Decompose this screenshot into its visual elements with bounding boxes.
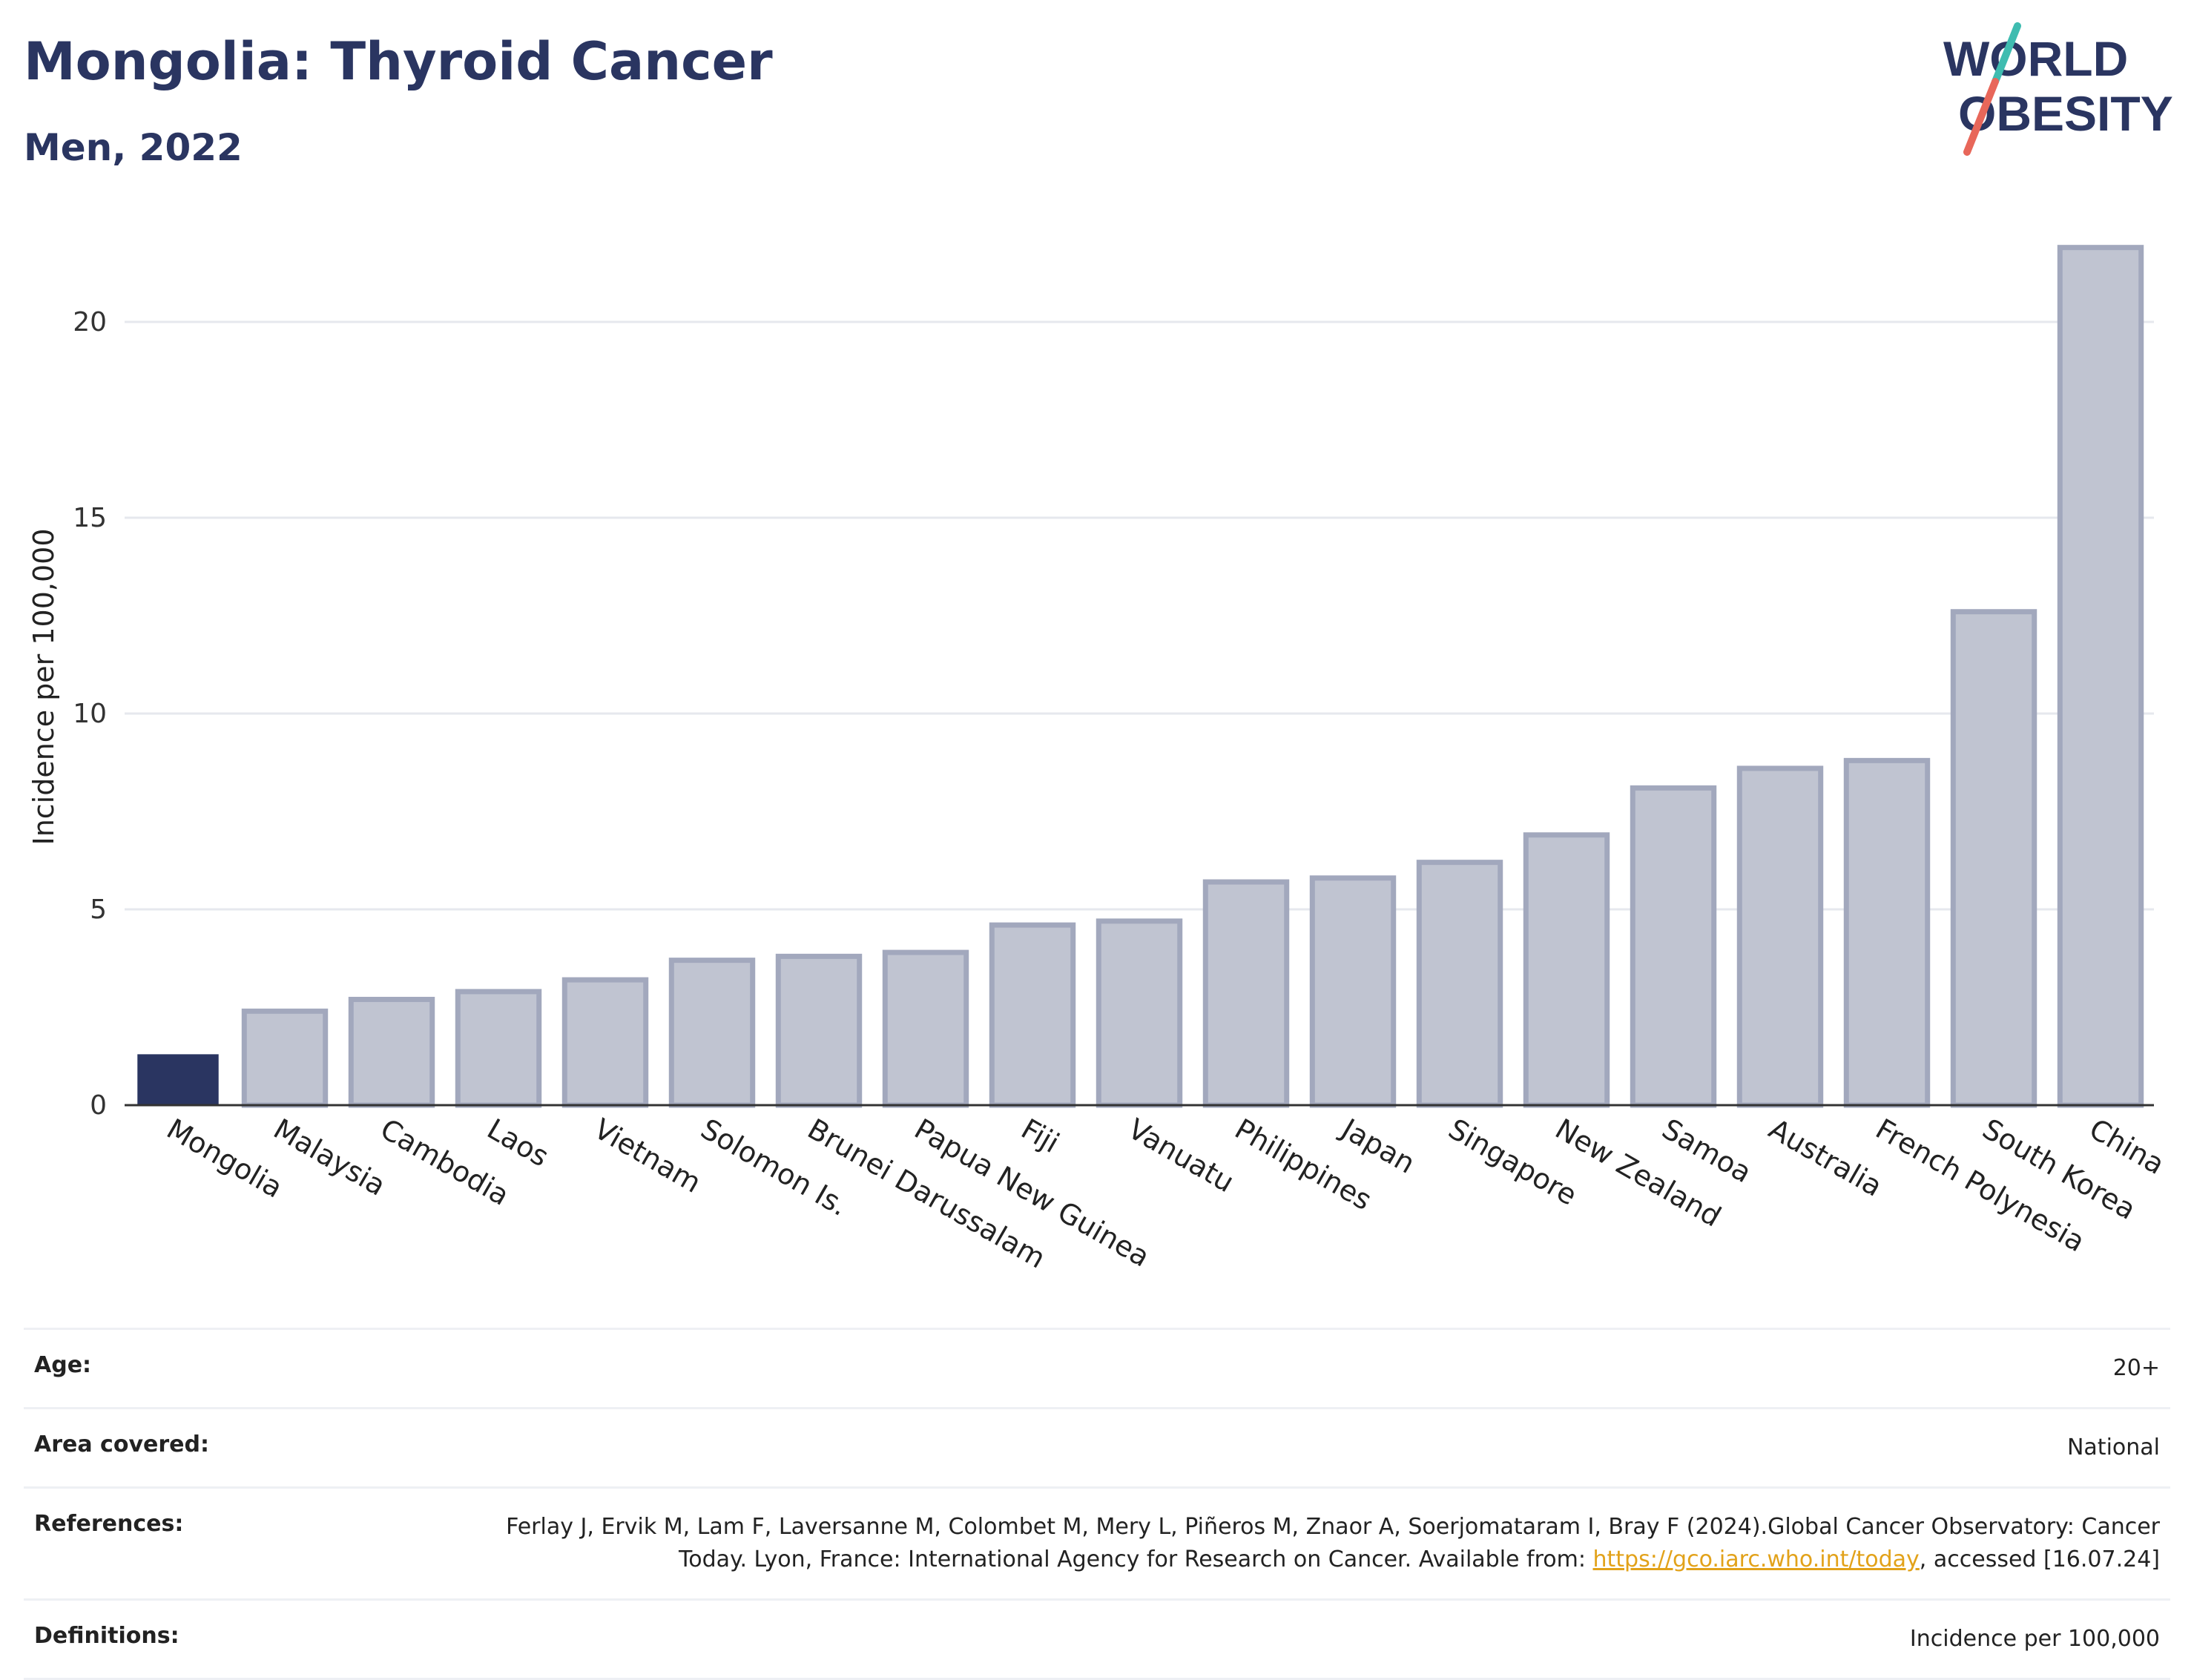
x-tick-label: Japan: [1335, 1112, 1421, 1180]
x-tick-label: Malaysia: [269, 1113, 392, 1202]
x-tick-label: Mongolia: [162, 1113, 289, 1205]
bar-japan: [1309, 875, 1397, 1108]
y-axis-label: Incidence per 100,000: [27, 528, 60, 845]
bar-chart: 0 5 10 15 20 Incidence per 100,000 MongoliaMal…: [27, 245, 2170, 1275]
bar-brunei-darussalam: [775, 953, 863, 1108]
references-accessed: , accessed [16.07.24]: [1919, 1546, 2160, 1572]
bar-papua-new-guinea: [882, 949, 969, 1108]
y-tick-label: 5: [90, 895, 107, 925]
info-row-references: References: Ferlay J, Ervik M, Lam F, La…: [24, 1486, 2170, 1598]
bar-cambodia: [348, 996, 435, 1108]
bar-malaysia: [241, 1008, 329, 1108]
world-obesity-logo: WORLD OBESITY: [1943, 22, 2173, 156]
info-row-area: Area covered: National: [24, 1407, 2170, 1486]
logo-line1: WORLD: [1943, 31, 2128, 86]
references-text: Ferlay J, Ervik M, Lam F, Laversanne M, …: [506, 1514, 2160, 1572]
bar-china: [2057, 245, 2144, 1108]
info-value-age: 20+: [2112, 1355, 2160, 1381]
bar-vanuatu: [1096, 918, 1183, 1108]
y-tick-label: 15: [73, 503, 107, 533]
x-tick-label: China: [2084, 1113, 2170, 1181]
info-row-age: Age: 20+: [24, 1328, 2170, 1407]
logo-slash-top: [1992, 22, 2021, 85]
info-label-references: References:: [34, 1511, 184, 1537]
bar-french-polynesia: [1843, 757, 1931, 1108]
y-tick-label: 20: [73, 307, 107, 337]
x-tick-label: Fiji: [1016, 1113, 1065, 1159]
info-label-definitions: Definitions:: [34, 1623, 179, 1649]
logo-line2: OBESITY: [1958, 86, 2173, 141]
x-tick-label: Vietnam: [589, 1113, 707, 1199]
bar-solomon-is-: [668, 958, 756, 1108]
info-table: Age: 20+ Area covered: National Referenc…: [24, 1328, 2170, 1680]
bar-vietnam: [561, 977, 649, 1108]
info-label-area: Area covered:: [34, 1432, 209, 1457]
bar-laos: [455, 989, 542, 1108]
logo-slash-bottom: [1963, 78, 1999, 156]
x-tick-label: Laos: [482, 1113, 555, 1173]
y-tick-label: 10: [73, 699, 107, 729]
y-tick-label: 0: [90, 1090, 107, 1121]
info-value-area: National: [2066, 1434, 2160, 1460]
chart-title: Mongolia: Thyroid Cancer: [24, 31, 773, 92]
x-tick-label: Vanuatu: [1123, 1113, 1240, 1199]
bar-south-korea: [1950, 609, 2037, 1108]
x-tick-label: Australia: [1764, 1113, 1888, 1203]
info-value-definitions: Incidence per 100,000: [1909, 1626, 2160, 1652]
info-value-references: Ferlay J, Ervik M, Lam F, Laversanne M, …: [454, 1511, 2160, 1576]
chart-subtitle: Men, 2022: [24, 126, 243, 169]
references-link[interactable]: https://gco.iarc.who.int/today: [1592, 1546, 1920, 1572]
bar-fiji: [989, 922, 1076, 1108]
info-row-definitions: Definitions: Incidence per 100,000: [24, 1598, 2170, 1680]
bar-new-zealand: [1523, 832, 1610, 1108]
bar-mongolia: [137, 1054, 219, 1105]
bar-samoa: [1630, 785, 1717, 1108]
bar-philippines: [1202, 879, 1290, 1108]
bar-singapore: [1416, 860, 1503, 1108]
bar-australia: [1736, 765, 1824, 1108]
info-label-age: Age:: [34, 1352, 92, 1378]
